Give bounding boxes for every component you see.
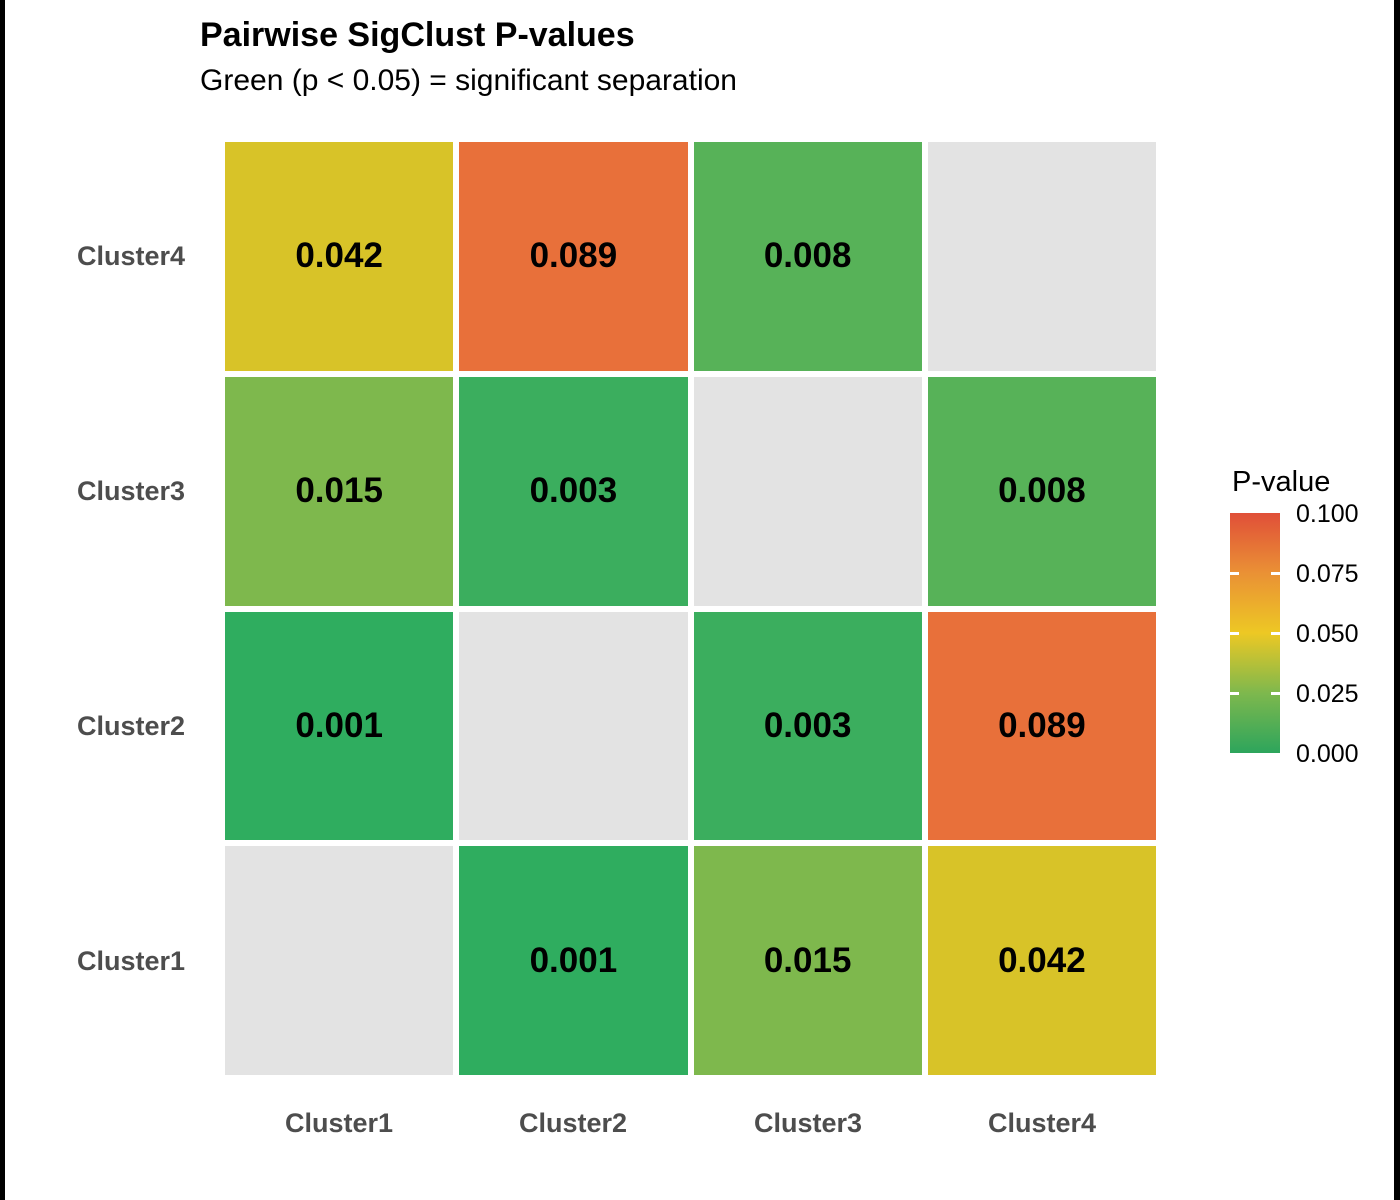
chart-subtitle: Green (p < 0.05) = significant separatio… [200,64,737,97]
heatmap-cell-c3-c2: 0.003 [459,376,688,606]
heatmap-cell-c4-c4 [927,142,1156,371]
heatmap-cell-c3-c1: 0.015 [225,376,454,606]
x-axis-label-cluster2: Cluster2 [518,1108,628,1138]
heatmap-cell-c2-c2 [459,611,688,841]
heatmap-cell-c3-c4: 0.008 [927,376,1156,606]
heatmap-cell-c4-c2: 0.089 [459,142,688,371]
y-axis-label-cluster1: Cluster1 [76,946,185,976]
right-letterbox-bar [1394,0,1400,1200]
legend-gradient-bar [1230,513,1280,753]
legend-tick-0.025-right [1271,692,1280,695]
heatmap-cell-c2-c3: 0.003 [693,611,922,841]
legend-label-0.025: 0.025 [1296,680,1359,708]
legend-label-0.100: 0.100 [1296,500,1359,528]
legend-label-0.050: 0.050 [1296,620,1359,648]
y-axis-label-cluster4: Cluster4 [76,241,185,271]
legend-title: P-value [1232,466,1331,498]
legend-label-0.075: 0.075 [1296,560,1359,588]
heatmap-cell-c2-c1: 0.001 [225,611,454,841]
left-letterbox-bar [0,0,5,1200]
heatmap-cell-c1-c4: 0.042 [927,846,1156,1075]
y-axis-label-cluster2: Cluster2 [76,711,185,741]
chart-title: Pairwise SigClust P-values [200,16,635,54]
legend-tick-0.075-right [1271,572,1280,575]
heatmap-cell-c3-c3 [693,376,922,606]
x-axis-label-cluster1: Cluster1 [284,1108,394,1138]
heatmap-cell-c1-c1 [225,846,454,1075]
x-axis-label-cluster3: Cluster3 [753,1108,863,1138]
legend-tick-0.075-left [1230,572,1239,575]
heatmap-cell-c1-c3: 0.015 [693,846,922,1075]
y-axis-label-cluster3: Cluster3 [76,476,185,506]
x-axis-label-cluster4: Cluster4 [987,1108,1097,1138]
legend-tick-0.025-left [1230,692,1239,695]
heatmap-cell-c1-c2: 0.001 [459,846,688,1075]
legend-label-0.000: 0.000 [1296,740,1359,768]
heatmap-cell-c4-c3: 0.008 [693,142,922,371]
legend-tick-0.050-right [1271,632,1280,635]
heatmap-cell-c4-c1: 0.042 [225,142,454,371]
heatmap-cell-c2-c4: 0.089 [927,611,1156,841]
heatmap-panel: 0.042 0.089 0.008 0.015 0.003 0.008 0.00… [225,142,1156,1075]
legend-tick-0.050-left [1230,632,1239,635]
